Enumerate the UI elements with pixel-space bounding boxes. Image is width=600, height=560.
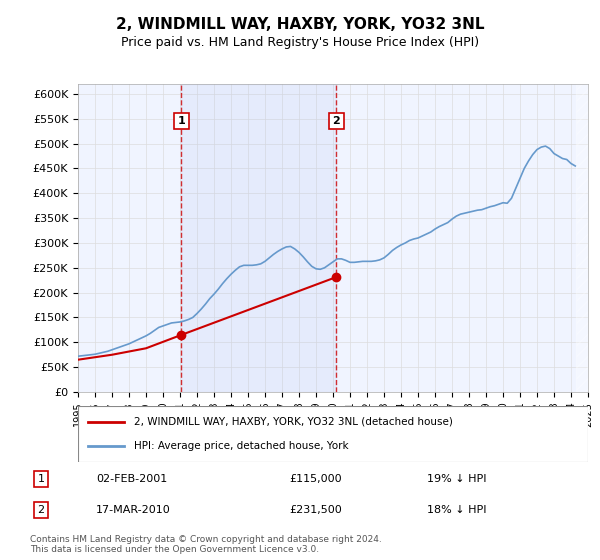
Text: HPI: Average price, detached house, York: HPI: Average price, detached house, York xyxy=(134,441,349,451)
Text: 1: 1 xyxy=(38,474,44,484)
Text: Contains HM Land Registry data © Crown copyright and database right 2024.
This d: Contains HM Land Registry data © Crown c… xyxy=(30,535,382,554)
Text: 19% ↓ HPI: 19% ↓ HPI xyxy=(427,474,487,484)
FancyBboxPatch shape xyxy=(78,406,588,462)
Text: 2, WINDMILL WAY, HAXBY, YORK, YO32 3NL: 2, WINDMILL WAY, HAXBY, YORK, YO32 3NL xyxy=(116,17,484,32)
Text: £115,000: £115,000 xyxy=(289,474,342,484)
Bar xyxy=(576,84,588,392)
Text: 18% ↓ HPI: 18% ↓ HPI xyxy=(427,505,487,515)
Text: 2: 2 xyxy=(37,505,44,515)
Text: 02-FEB-2001: 02-FEB-2001 xyxy=(96,474,167,484)
Text: 2, WINDMILL WAY, HAXBY, YORK, YO32 3NL (detached house): 2, WINDMILL WAY, HAXBY, YORK, YO32 3NL (… xyxy=(134,417,453,427)
Text: 1: 1 xyxy=(178,116,185,126)
Text: 2: 2 xyxy=(332,116,340,126)
Text: £231,500: £231,500 xyxy=(289,505,342,515)
Text: Price paid vs. HM Land Registry's House Price Index (HPI): Price paid vs. HM Land Registry's House … xyxy=(121,36,479,49)
Bar xyxy=(181,84,337,392)
Text: 17-MAR-2010: 17-MAR-2010 xyxy=(96,505,171,515)
